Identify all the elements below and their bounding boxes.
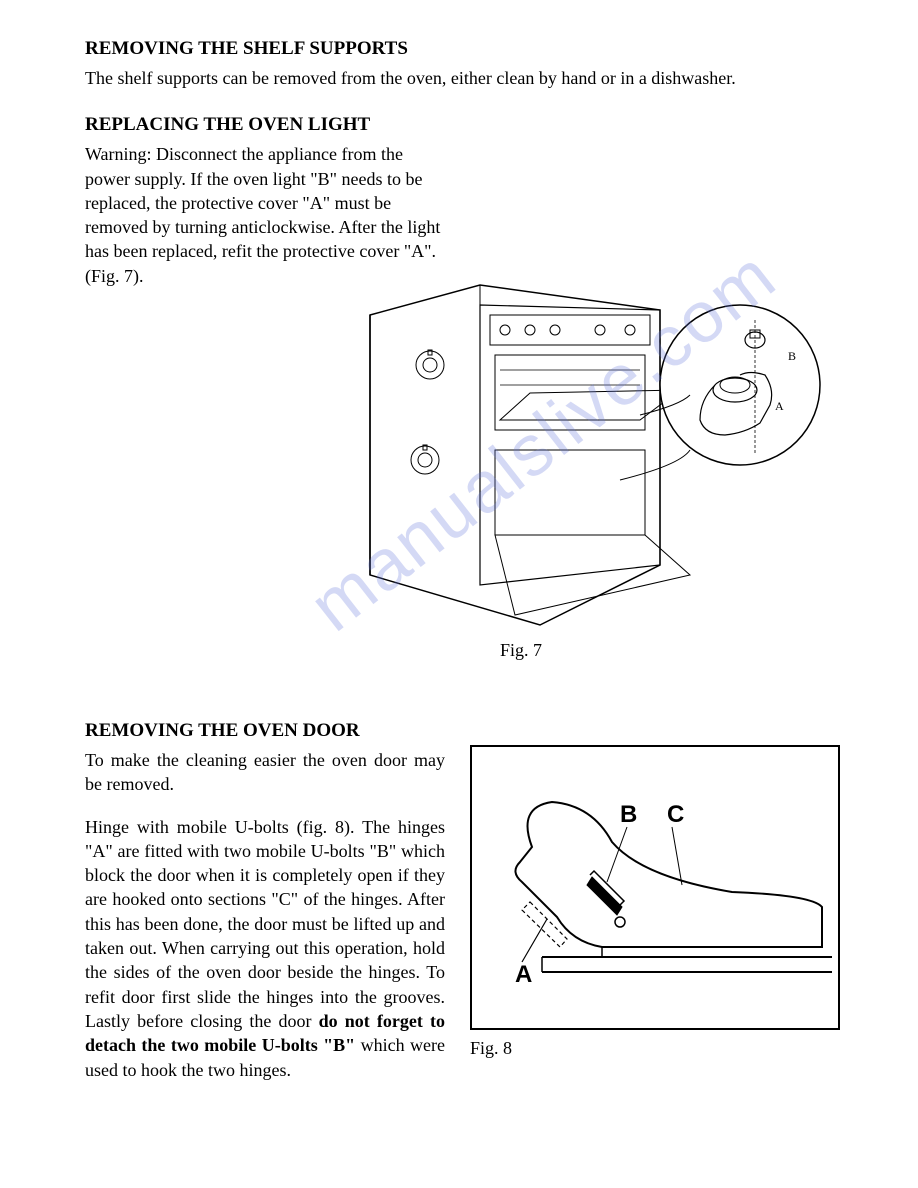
label-a: A bbox=[775, 399, 784, 413]
body-oven-door-p2: Hinge with mobile U-bolts (fig. 8). The … bbox=[85, 815, 445, 1082]
section-shelf-supports: REMOVING THE SHELF SUPPORTS The shelf su… bbox=[85, 38, 843, 90]
figure-7: B A bbox=[320, 255, 830, 675]
oven-light-illustration: B A bbox=[320, 255, 830, 655]
fig8-label-b: B bbox=[620, 801, 637, 828]
body-oven-door-p1: To make the cleaning easier the oven doo… bbox=[85, 748, 445, 797]
figure-8: B C A Fig. 8 bbox=[470, 745, 840, 1055]
label-b: B bbox=[788, 349, 796, 363]
hinge-illustration: B C A bbox=[472, 747, 838, 1028]
fig8-label-c: C bbox=[667, 801, 684, 828]
heading-oven-light: REPLACING THE OVEN LIGHT bbox=[85, 114, 843, 136]
figure-8-caption: Fig. 8 bbox=[470, 1038, 840, 1059]
figure-8-box: B C A bbox=[470, 745, 840, 1030]
fig8-label-a: A bbox=[515, 961, 532, 988]
body-shelf-supports: The shelf supports can be removed from t… bbox=[85, 66, 843, 90]
heading-oven-door: REMOVING THE OVEN DOOR bbox=[85, 720, 445, 742]
figure-7-caption: Fig. 7 bbox=[500, 640, 542, 661]
heading-shelf-supports: REMOVING THE SHELF SUPPORTS bbox=[85, 38, 843, 60]
section-oven-door: REMOVING THE OVEN DOOR To make the clean… bbox=[85, 720, 445, 1082]
p2-pre: Hinge with mobile U-bolts (fig. 8). The … bbox=[85, 817, 445, 1031]
